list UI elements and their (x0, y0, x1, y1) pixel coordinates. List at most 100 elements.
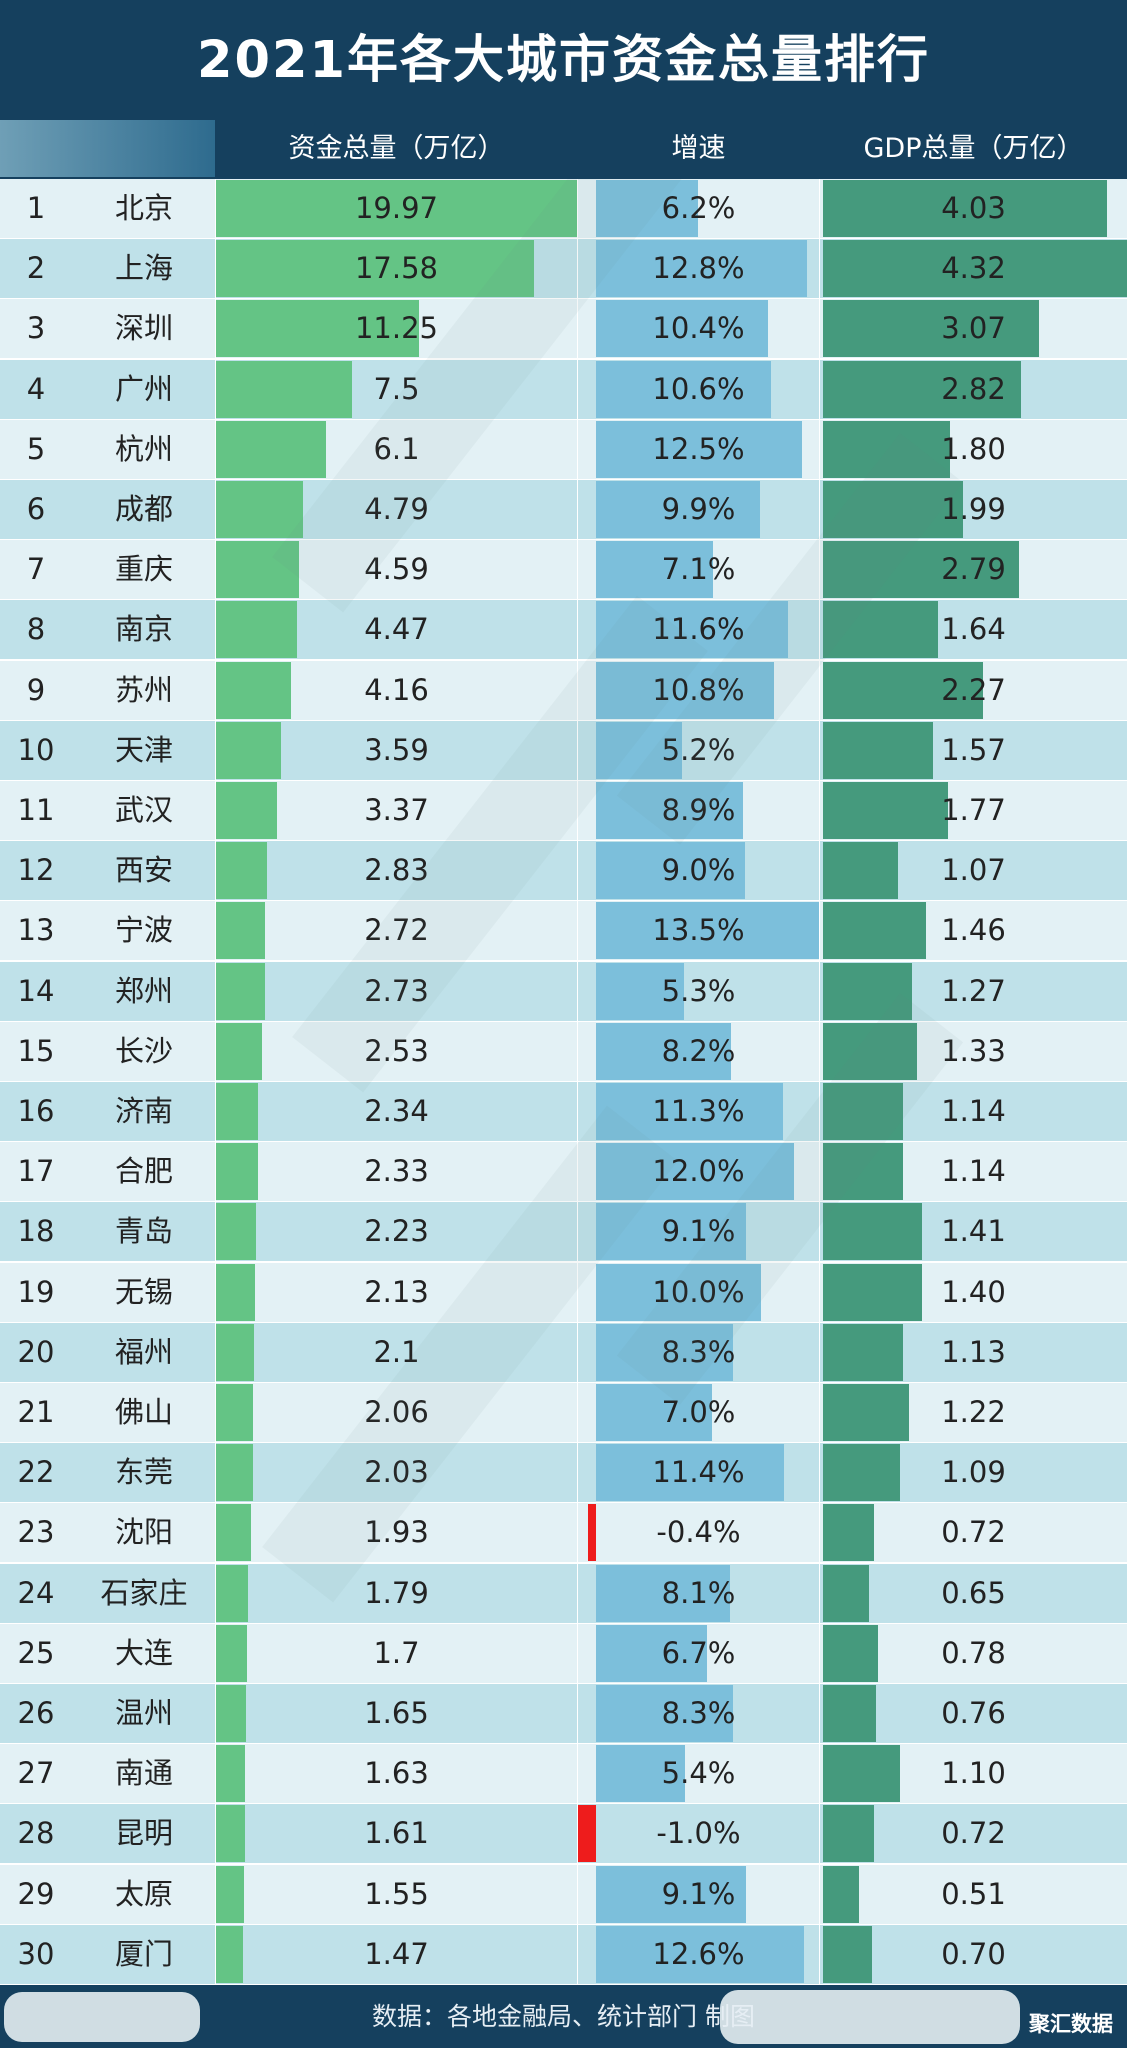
table-row: 6 成都 4.79 9.9% 1.99 (0, 480, 1127, 539)
gdp-bar (823, 661, 983, 719)
rank-cell: 10 (17, 732, 55, 767)
growth-value: 11.6% (652, 612, 745, 647)
gdp-bar (823, 1745, 901, 1803)
money-cell: 1.79 (216, 1564, 577, 1623)
money-value: 2.33 (364, 1154, 429, 1189)
gdp-bar (823, 962, 913, 1020)
chart-title: 2021年各大城市资金总量排行 (197, 31, 930, 90)
rank-cell: 2 (26, 251, 46, 286)
city-cell: 石家庄 (100, 1575, 188, 1610)
growth-cell: 7.0% (578, 1383, 819, 1442)
table-row: 19 无锡 2.13 10.0% 1.40 (0, 1262, 1127, 1322)
money-value: 4.47 (364, 612, 429, 647)
city-cell: 南京 (114, 612, 173, 647)
growth-cell: 6.2% (578, 179, 819, 238)
money-value: 1.79 (364, 1575, 429, 1610)
growth-bar (596, 782, 743, 839)
gdp-bar (823, 541, 1020, 599)
rank-city-header (0, 120, 215, 177)
growth-bar (596, 481, 760, 538)
money-cell: 1.93 (216, 1503, 577, 1562)
gdp-bar (823, 1083, 904, 1140)
gdp-bar (823, 782, 948, 839)
table-row: 16 济南 2.34 11.3% 1.14 (0, 1082, 1127, 1141)
gdp-cell: 0.70 (820, 1925, 1127, 1984)
money-cell: 1.61 (216, 1804, 577, 1863)
growth-cell: 8.3% (578, 1323, 819, 1382)
gdp-bar (823, 902, 926, 960)
gdp-bar (823, 1022, 917, 1080)
growth-value: 12.5% (652, 431, 745, 466)
growth-cell: 8.1% (578, 1564, 819, 1623)
growth-value: -0.4% (656, 1515, 741, 1550)
gdp-cell: 0.76 (820, 1684, 1127, 1743)
growth-value: 9.1% (661, 1876, 736, 1911)
gdp-value: 0.72 (941, 1816, 1006, 1851)
table-row: 15 长沙 2.53 8.2% 1.33 (0, 1021, 1127, 1081)
money-cell: 17.58 (216, 239, 577, 298)
gdp-cell: 3.07 (820, 299, 1127, 358)
money-bar (216, 481, 303, 538)
gdp-cell: 1.80 (820, 420, 1127, 479)
growth-cell: 5.4% (578, 1744, 819, 1803)
growth-value: -1.0% (656, 1816, 741, 1851)
money-bar (216, 180, 577, 237)
table-row: 17 合肥 2.33 12.0% 1.14 (0, 1142, 1127, 1202)
money-bar (216, 1865, 245, 1923)
chart-footer: 数据：各地金融局、统计部门 制图 聚汇数据 (0, 1986, 1127, 2048)
table-row: 4 广州 7.5 10.6% 2.82 (0, 359, 1127, 419)
gdp-bar (823, 601, 939, 659)
growth-bar (596, 1624, 707, 1682)
table-row: 7 重庆 4.59 7.1% 2.79 (0, 540, 1127, 600)
money-bar (216, 842, 268, 900)
money-value: 2.06 (364, 1395, 429, 1429)
money-bar (216, 1203, 257, 1261)
gdp-cell: 1.14 (820, 1082, 1127, 1141)
brand-logo: 聚汇数据 (1029, 2012, 1113, 2036)
growth-value: 10.8% (652, 672, 745, 707)
money-value: 1.7 (373, 1635, 420, 1670)
gdp-cell: 2.82 (820, 360, 1127, 419)
rank-cell: 23 (17, 1515, 55, 1550)
money-value: 17.58 (354, 251, 439, 286)
table-row: 27 南通 1.63 5.4% 1.10 (0, 1744, 1127, 1804)
growth-value: 7.1% (661, 552, 736, 587)
gdp-bar (823, 1263, 922, 1321)
money-bar (216, 1745, 246, 1803)
gdp-cell: 0.72 (820, 1503, 1127, 1562)
table-row: 11 武汉 3.37 8.9% 1.77 (0, 781, 1127, 840)
gdp-cell: 4.32 (820, 239, 1127, 298)
rank-cell: 12 (17, 853, 55, 888)
table-row: 22 东莞 2.03 11.4% 1.09 (0, 1443, 1127, 1503)
growth-bar (596, 1865, 747, 1923)
growth-value: 8.3% (661, 1696, 736, 1730)
money-value: 2.03 (364, 1455, 429, 1490)
gdp-bar (823, 1685, 877, 1742)
city-cell: 沈阳 (114, 1515, 173, 1550)
city-cell: 济南 (114, 1094, 173, 1128)
gdp-cell: 1.33 (820, 1022, 1127, 1081)
money-bar (216, 962, 266, 1020)
money-cell: 4.79 (216, 480, 577, 539)
growth-cell: 8.2% (578, 1022, 819, 1081)
rank-cell: 14 (17, 973, 55, 1008)
money-cell: 2.13 (216, 1263, 577, 1322)
table-row: 28 昆明 1.61 -1.0% 0.72 (0, 1804, 1127, 1864)
growth-bar (596, 240, 808, 298)
footer-blur-left (4, 1992, 200, 2042)
gdp-value: 1.80 (941, 431, 1006, 466)
money-value: 1.93 (364, 1515, 429, 1550)
money-value: 3.59 (364, 732, 429, 767)
money-value: 1.63 (364, 1756, 429, 1791)
growth-bar (578, 1805, 596, 1863)
gdp-value: 1.13 (941, 1334, 1006, 1369)
city-cell: 杭州 (114, 431, 173, 466)
city-cell: 无锡 (114, 1274, 173, 1309)
gdp-cell: 1.46 (820, 901, 1127, 960)
gdp-value: 1.57 (941, 732, 1006, 767)
city-cell: 武汉 (114, 793, 173, 827)
rank-cell: 15 (17, 1033, 55, 1068)
table-row: 23 沈阳 1.93 -0.4% 0.72 (0, 1503, 1127, 1563)
growth-cell: 5.2% (578, 721, 819, 780)
city-cell: 佛山 (114, 1395, 173, 1429)
